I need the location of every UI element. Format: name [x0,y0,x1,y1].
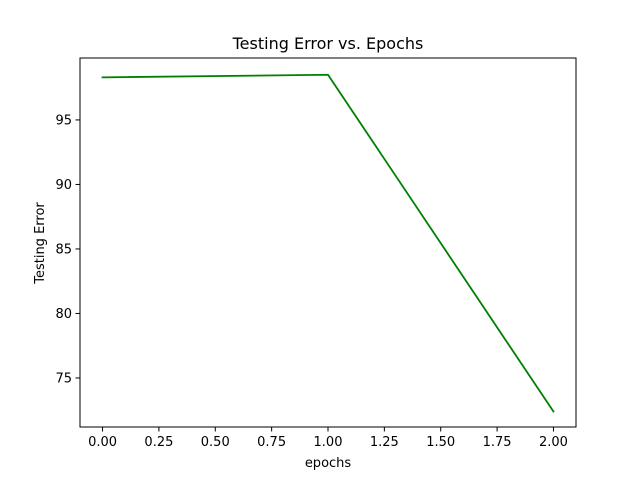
y-tick-label: 80 [55,307,72,322]
x-tick-label: 1.50 [426,435,455,450]
chart-title: Testing Error vs. Epochs [232,34,424,53]
y-tick-label: 95 [55,113,72,128]
y-axis-label: Testing Error [33,202,48,285]
x-tick-label: 0.50 [201,435,230,450]
series-line [101,73,555,413]
y-tick-label: 85 [55,242,72,257]
x-tick-label: 1.25 [370,435,399,450]
x-tick-label: 2.00 [539,435,568,450]
y-tick-label: 75 [55,371,72,386]
x-tick-label: 0.75 [257,435,286,450]
x-axis: 0.00 0.25 0.50 0.75 1.00 1.25 1.50 1.75 2.00 [88,427,568,450]
y-axis: 75 80 85 90 95 [55,113,80,386]
series-layer [101,73,555,413]
plot-area [79,57,577,428]
x-tick-label: 0.25 [144,435,173,450]
x-tick-label: 1.00 [314,435,343,450]
x-axis-label: epochs [305,456,352,471]
x-tick-label: 0.00 [88,435,117,450]
x-tick-label: 1.75 [483,435,512,450]
y-tick-label: 90 [55,178,72,193]
